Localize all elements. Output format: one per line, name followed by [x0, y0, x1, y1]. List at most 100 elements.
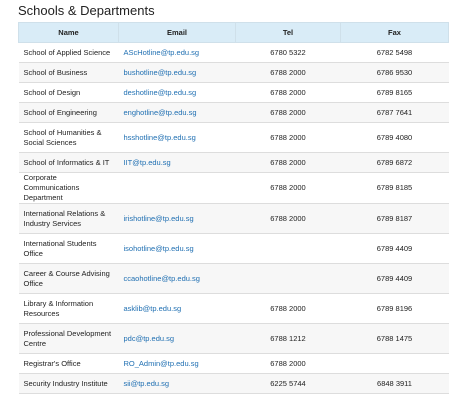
table-cell [340, 393, 449, 400]
column-header: Fax [340, 22, 449, 43]
table-cell: 6788 1212 [235, 323, 341, 354]
table-cell: 6788 2000 [235, 203, 341, 234]
table-cell: 6782 5498 [340, 42, 449, 63]
table-cell: bushotline@tp.edu.sg [118, 62, 236, 83]
table-cell [118, 172, 236, 204]
name-cell: School of Informatics & IT [23, 157, 110, 167]
email-link[interactable]: enghotline@tp.edu.sg [123, 107, 197, 117]
email-link[interactable]: isohotline@tp.edu.sg [123, 243, 194, 253]
fax-cell: 6789 4080 [376, 132, 413, 142]
tel-cell: 6788 2000 [270, 157, 306, 167]
email-link[interactable]: sii@tp.edu.sg [123, 378, 170, 388]
column-header: Tel [235, 22, 341, 43]
tel-cell: 6788 2000 [270, 399, 305, 400]
tel-cell: 6788 2000 [270, 107, 306, 117]
table-cell: Library & Information Resources [18, 293, 119, 324]
email-link[interactable]: pdc@tp.edu.sg [123, 333, 175, 343]
tel-cell: 6788 2000 [270, 303, 306, 313]
table-row: Professional Development Centre pdc@tp.ed… [18, 323, 449, 354]
table-cell: 6788 2000 [235, 102, 341, 123]
table-cell: School of Business [18, 62, 119, 83]
table-row: Career & Course Advising Office ccaohotli… [18, 263, 449, 294]
tel-cell: 6780 5322 [270, 47, 306, 57]
table-row: School of Applied Science AScHotline@tp.e… [18, 42, 449, 63]
table-cell: International Relations & Industry Servi… [18, 203, 119, 234]
table-cell: 6787 7641 [340, 102, 449, 123]
table-row: Corporate Communications Department 6788 … [18, 172, 449, 204]
departments-table: Name Email Tel Fax School of Applied Scienc… [18, 22, 449, 400]
table-cell: IIT@tp.edu.sg [118, 152, 236, 173]
table-cell: AScHotline@tp.edu.sg [118, 42, 236, 63]
table-row: Library & Information Resources asklib@tp… [18, 293, 449, 324]
email-link[interactable]: ccaohotline@tp.edu.sg [123, 273, 200, 283]
table-cell: 6789 6872 [340, 152, 449, 173]
table-cell: 6788 2000 [235, 152, 341, 173]
table-cell: 6789 8165 [340, 82, 449, 103]
tel-cell: 6788 2000 [270, 213, 306, 223]
table-cell: 6789 4080 [340, 122, 449, 153]
table-cell: Career & Course Advising Office [18, 263, 119, 294]
table-cell: 6225 5744 [235, 373, 341, 394]
tel-cell: 6788 2000 [270, 183, 306, 192]
table-cell: 6780 5322 [235, 42, 341, 63]
email-link[interactable]: IIT@tp.edu.sg [123, 157, 171, 167]
table-cell: 6848 3911 [340, 373, 449, 394]
table-cell: 6788 2000 [235, 62, 341, 83]
email-link[interactable]: RO_Admin@tp.edu.sg [123, 358, 199, 368]
fax-cell: 6787 7641 [376, 107, 413, 117]
table-row: School of Informatics & IT IIT@tp.edu.sg 6… [18, 152, 449, 173]
email-link[interactable]: asklib@tp.edu.sg [123, 303, 182, 313]
table-cell: 6789 4409 [340, 233, 449, 264]
table-cell: ccaohotline@tp.edu.sg [118, 263, 236, 294]
email-link[interactable]: hsshotline@tp.edu.sg [123, 132, 196, 142]
table-cell: School of Design [18, 82, 119, 103]
table-row: International Students Office isohotline@… [18, 233, 449, 264]
table-row: Registrar's Office RO_Admin@tp.edu.sg 6788… [18, 353, 449, 374]
name-cell: International Relations & Industry Servi… [23, 208, 106, 228]
fax-cell: 6789 8165 [376, 87, 413, 97]
name-cell: International Students Office [23, 238, 97, 258]
table-row: School of Business bushotline@tp.edu.sg 67… [18, 62, 449, 83]
name-cell: Professional Development Centre [23, 328, 112, 348]
name-cell: School of Humanities & Social Sciences [23, 127, 102, 147]
tel-cell: 6225 5744 [270, 378, 306, 388]
name-cell: Career & Course Advising Office [23, 268, 110, 288]
name-cell: School of Business [23, 67, 88, 77]
table-row: International Relations & Industry Servi… [18, 203, 449, 234]
fax-cell: 6789 6872 [376, 157, 413, 167]
table-cell [235, 233, 341, 264]
email-link[interactable]: deshotline@tp.edu.sg [123, 87, 197, 97]
name-cell: School of Engineering [23, 107, 97, 117]
name-cell: Registrar's Office [23, 358, 81, 368]
table-body: School of Applied Science AScHotline@tp.e… [18, 42, 449, 400]
table-cell: enghotline@tp.edu.sg [118, 102, 236, 123]
name-cell: Library & Information Resources [23, 298, 94, 318]
table-cell: Professional Development Centre [18, 323, 119, 354]
table-cell: School of Informatics & IT [18, 152, 119, 173]
tel-cell: 6788 2000 [270, 132, 306, 142]
column-header: Name [18, 22, 119, 43]
table-cell: 6788 2000 [235, 172, 341, 204]
name-cell: Corporate Communications Department [23, 173, 80, 202]
column-header: Email [118, 22, 236, 43]
email-link[interactable]: bushotline@tp.edu.sg [123, 67, 197, 77]
table-cell: School of Engineering [18, 102, 119, 123]
email-link[interactable]: irishotline@tp.edu.sg [123, 213, 194, 223]
table-cell: Corporate Communications Department [18, 172, 119, 204]
table-cell: Registrar's Office [18, 353, 119, 374]
page-title: Schools & Departments [18, 3, 155, 18]
fax-cell: 6782 5498 [376, 47, 413, 57]
table-row: Registrar's Office RO_Admin@tp.edu.sg 6788… [18, 393, 449, 400]
name-cell: Registrar's Office [24, 399, 81, 400]
table-cell: 6788 2000 [235, 82, 341, 103]
table-row: School of Engineering enghotline@tp.edu.s… [18, 102, 449, 123]
header-row: Name Email Tel Fax [18, 22, 449, 43]
table-cell: deshotline@tp.edu.sg [118, 82, 236, 103]
email-link[interactable]: RO_Admin@tp.edu.sg [124, 399, 199, 400]
table-row: School of Humanities & Social Sciences hs… [18, 122, 449, 153]
table-cell [235, 263, 341, 294]
table-cell: 6788 1475 [340, 323, 449, 354]
table-row: School of Design deshotline@tp.edu.sg 6788… [18, 82, 449, 103]
email-link[interactable]: AScHotline@tp.edu.sg [123, 47, 200, 57]
